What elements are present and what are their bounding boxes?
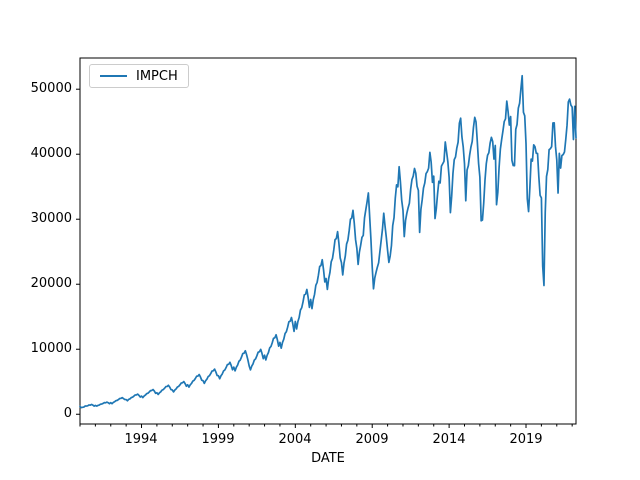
y-tick-label-50000: 50000 — [30, 81, 72, 96]
x-tick-label-1999: 1999 — [201, 432, 235, 447]
x-tick-label-1994: 1994 — [124, 432, 158, 447]
legend-line-sample-icon — [100, 75, 127, 77]
legend-label: IMPCH — [136, 68, 178, 84]
axes-frame — [79, 57, 577, 425]
legend: IMPCH — [89, 64, 189, 88]
x-tick-label-2004: 2004 — [278, 432, 312, 447]
y-tick-label-40000: 40000 — [30, 146, 72, 161]
y-tick-label-0: 0 — [63, 406, 72, 421]
series-line-IMPCH — [79, 74, 577, 409]
x-axis-title: DATE — [311, 451, 345, 466]
x-tick-label-2009: 2009 — [355, 432, 389, 447]
y-tick-label-30000: 30000 — [30, 211, 72, 226]
y-tick-label-10000: 10000 — [30, 341, 72, 356]
y-tick-label-20000: 20000 — [30, 276, 72, 291]
x-tick-label-2014: 2014 — [432, 432, 466, 447]
x-tick-label-2019: 2019 — [509, 432, 543, 447]
